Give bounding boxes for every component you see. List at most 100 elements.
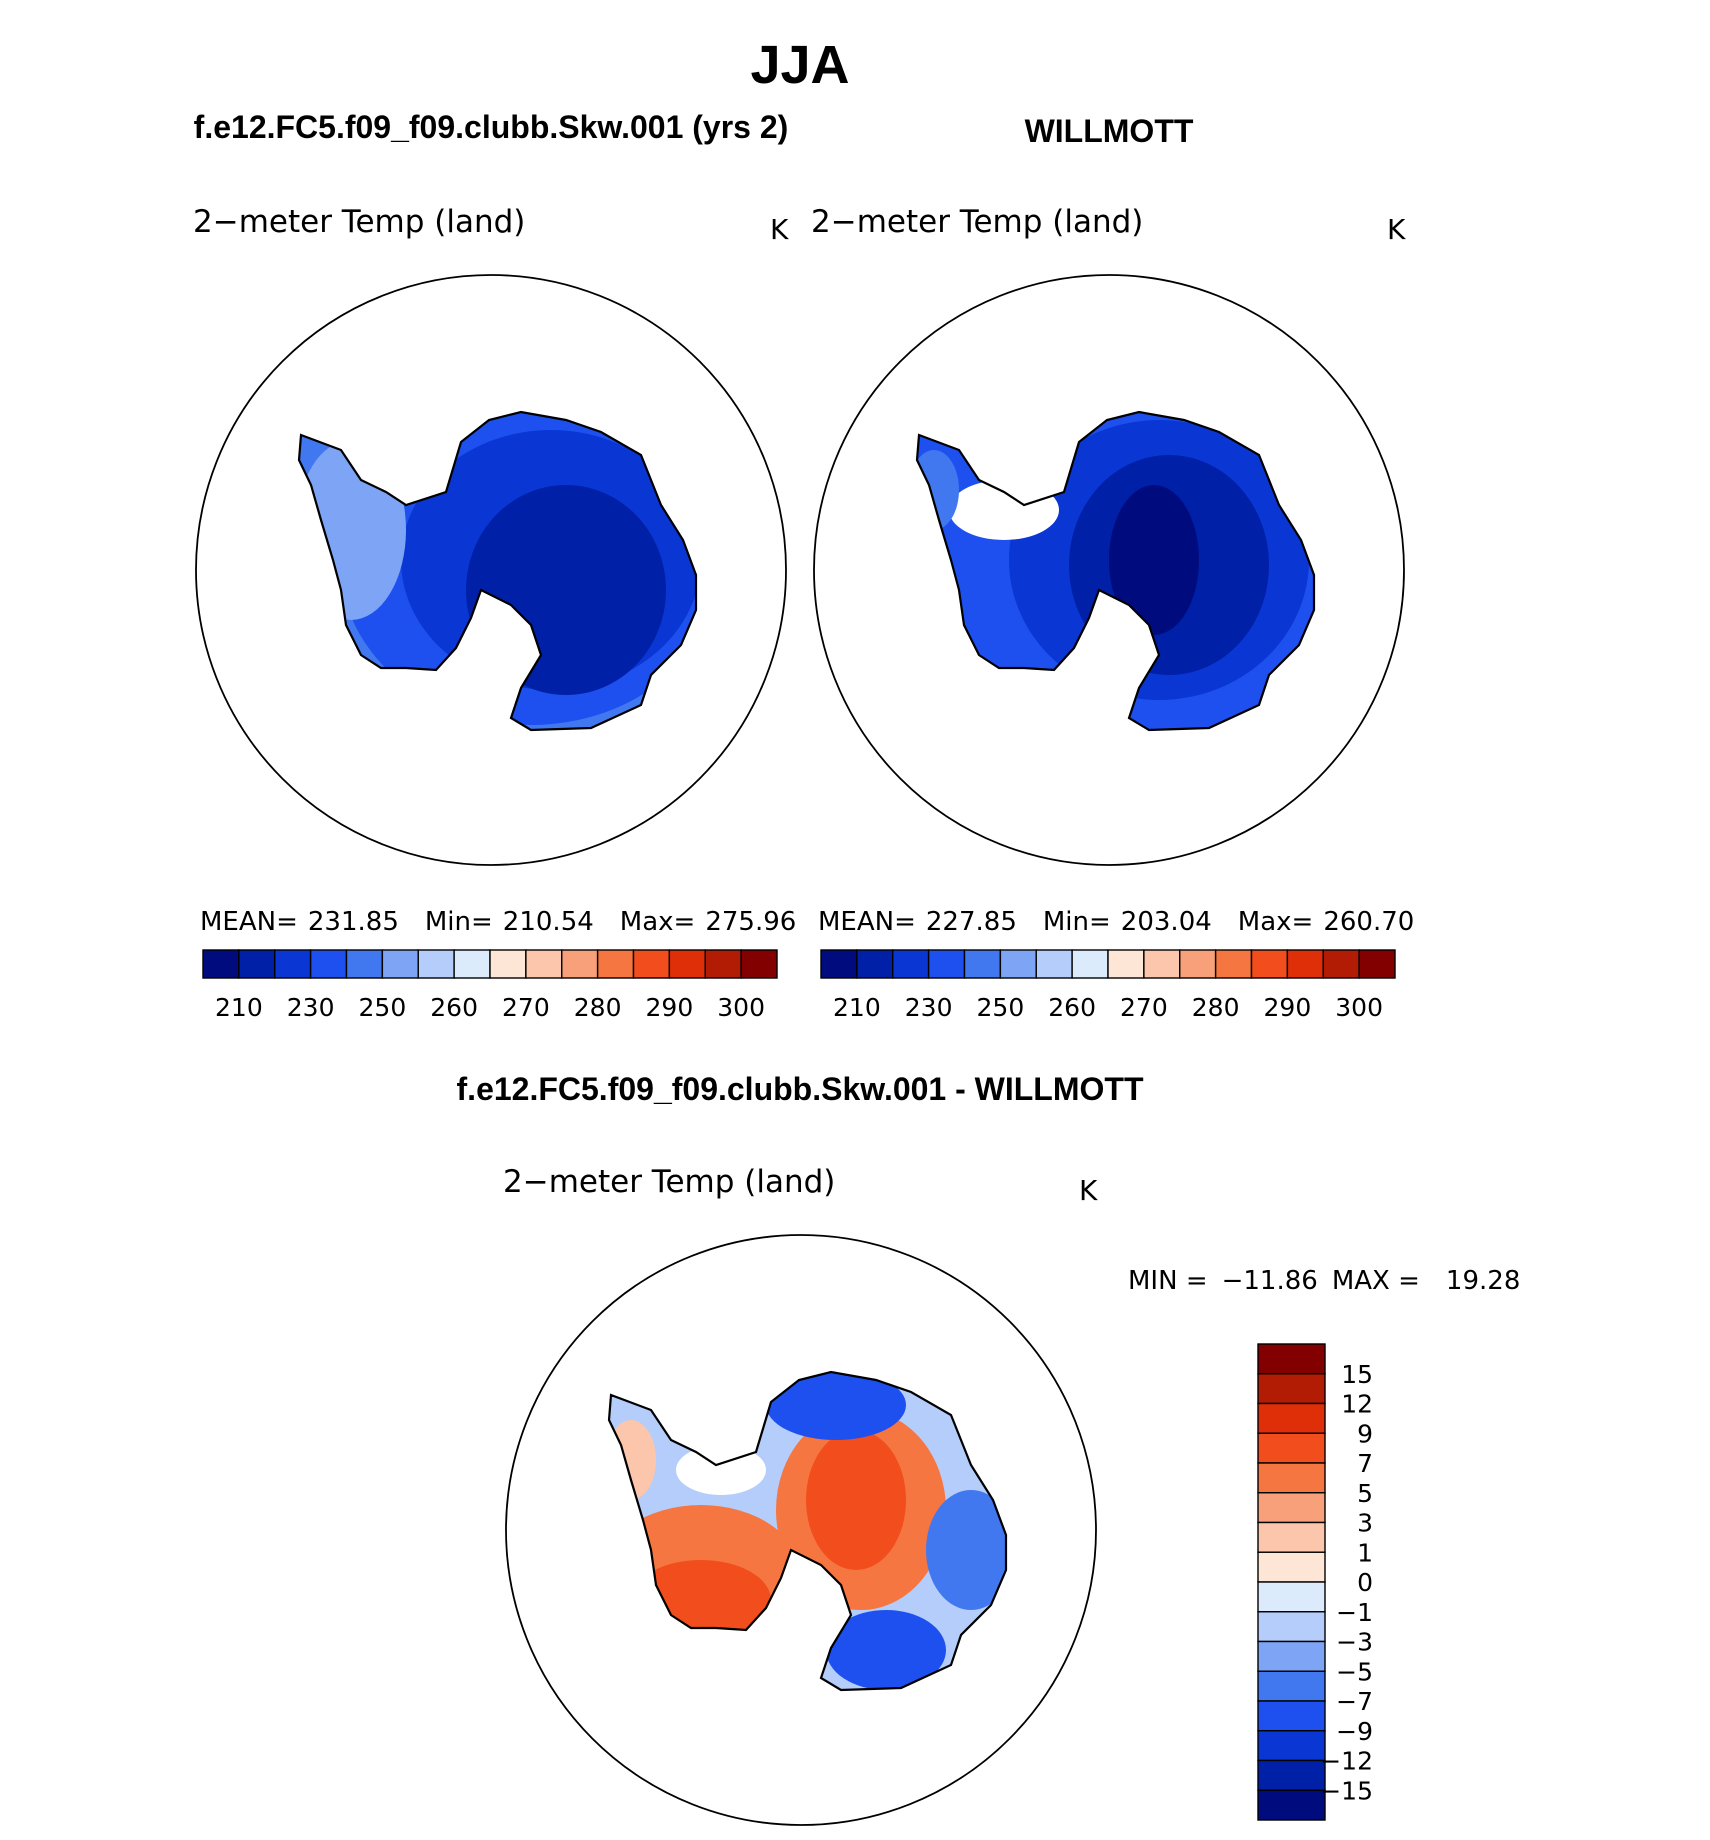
panel-diff-field-missing <box>676 1445 766 1495</box>
panel-diff-colorbar-swatch <box>1257 1492 1326 1524</box>
panel-diff-colorbar-swatch <box>1257 1670 1326 1702</box>
panel-obs-colorbar-swatch <box>1035 949 1073 979</box>
panel-model-colorbar-swatch <box>668 949 706 979</box>
panel-diff-colorbar-tick-label: 3 <box>1357 1509 1373 1538</box>
panel-model-colorbar-swatch <box>453 949 491 979</box>
panel-diff-colorbar-tick-label: −15 <box>1320 1776 1373 1805</box>
panel-diff-colorbar-swatch <box>1257 1343 1326 1375</box>
panel-model-colorbar-swatch <box>704 949 742 979</box>
panel-model-colorbar-swatch <box>417 949 455 979</box>
panel-diff-variable-title: 2−meter Temp (land) <box>503 1164 835 1200</box>
panel-diff-colorbar-tick-label: 9 <box>1357 1419 1373 1448</box>
panel-diff-colorbar-swatch <box>1257 1611 1326 1643</box>
panel-diff-colorbar-swatch <box>1257 1730 1326 1762</box>
panel-obs-colorbar-tick-label: 300 <box>1335 993 1383 1022</box>
panel-diff-colorbar-swatch <box>1257 1462 1326 1494</box>
panel-diff-colorbar-tick-label: 5 <box>1357 1479 1373 1508</box>
panel-obs-colorbar-swatch <box>1322 949 1360 979</box>
panel-model-colorbar-swatch <box>274 949 312 979</box>
panel-obs-field-core <box>1109 485 1199 635</box>
panel-obs-colorbar-swatch <box>856 949 894 979</box>
panel-diff-colorbar-swatch <box>1257 1640 1326 1672</box>
panel-obs-colorbar-tick-label: 250 <box>977 993 1025 1022</box>
panel-obs-variable-title: 2−meter Temp (land) <box>811 204 1143 240</box>
panel-diff-colorbar-tick-label: −3 <box>1336 1628 1373 1657</box>
panel-obs-colorbar-tick-label: 210 <box>833 993 881 1022</box>
panel-model-colorbar: 210 230 250 260 270 280 290 300 <box>202 949 778 1022</box>
panel-diff-colorbar-tick-label: −5 <box>1336 1657 1373 1686</box>
panel-obs-colorbar-tick-label: 280 <box>1192 993 1240 1022</box>
panel-diff-colorbar-tick-label: 0 <box>1357 1568 1373 1597</box>
panel-model-stats: MEAN= 231.85 Min= 210.54 Max= 275.96 <box>200 907 796 937</box>
panel-diff-heading: f.e12.FC5.f09_f09.clubb.Skw.001 - WILLMO… <box>457 1071 1144 1107</box>
panel-obs-stats: MEAN= 227.85 Min= 203.04 Max= 260.70 <box>818 907 1414 937</box>
panel-obs-colorbar-swatch <box>820 949 858 979</box>
panel-diff-colorbar-tick-label: −9 <box>1336 1717 1373 1746</box>
panel-obs-map <box>813 274 1405 866</box>
panel-model-colorbar-tick-label: 270 <box>502 993 550 1022</box>
panel-diff-colorbar-swatch <box>1257 1402 1326 1434</box>
panel-diff-colorbar-swatch <box>1257 1373 1326 1405</box>
panel-diff-map <box>505 1234 1097 1826</box>
panel-obs: 2−meter Temp (land) K MEAN= 227.85 Min= 203… <box>811 204 1414 1022</box>
panel-model-colorbar-swatch <box>345 949 384 979</box>
panel-diff-colorbar-swatch <box>1257 1432 1326 1464</box>
panel-obs-colorbar-swatch <box>1179 949 1217 979</box>
panel-model-colorbar-tick-label: 260 <box>430 993 478 1022</box>
panel-diff-colorbar-tick-label: 12 <box>1341 1390 1373 1419</box>
panel-obs-colorbar-swatch <box>892 949 930 979</box>
panel-model-colorbar-swatch <box>561 949 599 979</box>
panel-diff-colorbar-swatch <box>1257 1521 1326 1553</box>
panel-obs-colorbar: 210 230 250 260 270 280 290 300 <box>820 949 1396 1022</box>
panel-diff-colorbar-swatch <box>1257 1789 1326 1821</box>
panel-obs-colorbar-swatch <box>1250 949 1289 979</box>
panel-model-colorbar-swatch <box>596 949 635 979</box>
panel-model-colorbar-tick-label: 300 <box>717 993 765 1022</box>
panel-obs-colorbar-tick-label: 290 <box>1264 993 1312 1022</box>
panel-model-colorbar-swatch <box>238 949 276 979</box>
panel-model-colorbar-swatch <box>202 949 240 979</box>
panel-model: 2−meter Temp (land) K MEAN= 231.85 Min= 210… <box>193 204 796 1022</box>
season-title: JJA <box>750 35 849 95</box>
panel-obs-colorbar-swatch <box>1358 949 1396 979</box>
panel-model-colorbar-swatch <box>309 949 348 979</box>
panel-diff-field-east-cold <box>926 1490 1006 1610</box>
panel-diff-stats: MIN = −11.86 MAX = 19.28 <box>1128 1266 1520 1296</box>
panel-diff-colorbar-tick-label: 7 <box>1357 1449 1373 1478</box>
panel-model-colorbar-tick-label: 290 <box>646 993 694 1022</box>
panel-model-colorbar-tick-label: 210 <box>215 993 263 1022</box>
panel-diff: f.e12.FC5.f09_f09.clubb.Skw.001 - WILLMO… <box>457 1071 1520 1826</box>
panel-obs-colorbar-swatch <box>1107 949 1145 979</box>
panel-heading-obs: WILLMOTT <box>1025 113 1194 149</box>
panel-diff-colorbar-swatch <box>1257 1700 1326 1732</box>
panel-model-colorbar-tick-label: 230 <box>287 993 335 1022</box>
panel-diff-field-north-cold <box>766 1372 906 1440</box>
panel-obs-colorbar-swatch <box>1143 949 1181 979</box>
panel-model-colorbar-swatch <box>525 949 563 979</box>
panel-model-colorbar-swatch <box>740 949 778 979</box>
panel-diff-colorbar-tick-label: 15 <box>1341 1360 1373 1389</box>
panel-obs-colorbar-tick-label: 260 <box>1048 993 1096 1022</box>
panel-model-colorbar-swatch <box>632 949 671 979</box>
panel-diff-colorbar-tick-label: −7 <box>1336 1687 1373 1716</box>
panel-obs-units: K <box>1387 213 1406 246</box>
panel-obs-colorbar-swatch <box>1071 949 1109 979</box>
panel-obs-colorbar-swatch <box>1214 949 1253 979</box>
panel-model-variable-title: 2−meter Temp (land) <box>193 204 525 240</box>
panel-diff-colorbar-tick-label: −12 <box>1320 1747 1373 1776</box>
panel-obs-colorbar-swatch <box>963 949 1002 979</box>
panel-model-colorbar-swatch <box>489 949 527 979</box>
panel-obs-colorbar-swatch <box>999 949 1037 979</box>
panel-diff-colorbar-swatch <box>1257 1759 1326 1791</box>
panel-model-colorbar-swatch <box>381 949 419 979</box>
panel-diff-units: K <box>1079 1174 1098 1207</box>
panel-model-colorbar-tick-label: 250 <box>359 993 407 1022</box>
panel-obs-colorbar-swatch <box>1286 949 1324 979</box>
panel-diff-colorbar-tick-label: 1 <box>1357 1538 1373 1567</box>
panel-obs-colorbar-tick-label: 270 <box>1120 993 1168 1022</box>
panel-diff-colorbar-swatch <box>1257 1551 1326 1583</box>
panel-diff-field-central-core <box>806 1430 906 1570</box>
panel-obs-colorbar-swatch <box>927 949 966 979</box>
